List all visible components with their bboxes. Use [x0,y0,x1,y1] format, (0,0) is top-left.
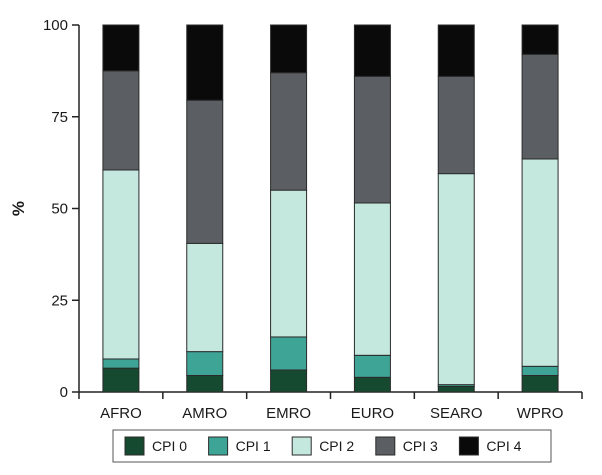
y-tick-label: 75 [51,109,68,126]
bar-segment [353,24,391,77]
y-tick-label: 50 [51,201,68,218]
bar-segment [102,358,140,369]
y-tick-label: 100 [43,17,68,34]
bar-segment [437,24,475,77]
y-axis-label: % [9,201,28,216]
labels: 0 25 50 75 100 AFRO AMRO EMRO EURO SEARO WPRO [43,17,563,422]
bar-segment [102,70,140,171]
bar-segment [102,24,140,72]
bar-segment [521,158,559,367]
bar-segment [353,75,391,204]
bar-segment [521,24,559,55]
bar-segment [521,374,559,393]
axes [72,24,583,399]
legend-label: CPI 3 [403,438,438,454]
bar-segment [102,169,140,360]
legend-label: CPI 0 [152,438,187,454]
legend-label: CPI 2 [319,438,354,454]
bar-segment [353,376,391,393]
y-tick-label: 25 [51,292,68,309]
x-tick-label: EMRO [266,405,311,422]
bar-segment [437,75,475,175]
bar-segment [186,351,224,376]
bar-segment [186,374,224,393]
legend-swatch [458,436,479,456]
bar-segment [270,24,308,74]
x-tick-label: EURO [351,405,394,422]
bar-segment [353,354,391,378]
bar-segment [270,189,308,338]
bar-segment [270,72,308,191]
legend-swatch [375,436,396,456]
bar-segment [521,53,559,160]
bar-segment [353,202,391,356]
legend-swatch [124,436,145,456]
x-tick-label: AFRO [100,405,142,422]
bar-segment [270,369,308,393]
legend-label: CPI 4 [486,438,521,454]
legend-label: CPI 1 [236,438,271,454]
legend-swatch [208,436,229,456]
x-tick-label: AMRO [182,405,227,422]
bars [102,24,559,393]
bar-segment [102,367,140,393]
bar-segment [186,99,224,244]
y-tick-label: 0 [60,384,68,401]
bar-segment [270,336,308,371]
bar-segment [186,24,224,101]
bar-segment [437,173,475,386]
x-tick-label: WPRO [517,405,564,422]
bar-segment [186,242,224,353]
legend-swatch [291,436,312,456]
bar-segment [437,385,475,393]
bar-segment [521,365,559,376]
legend: CPI 0 CPI 1 CPI 2 CPI 3 CPI 4 [112,429,552,463]
x-tick-label: SEARO [430,405,483,422]
